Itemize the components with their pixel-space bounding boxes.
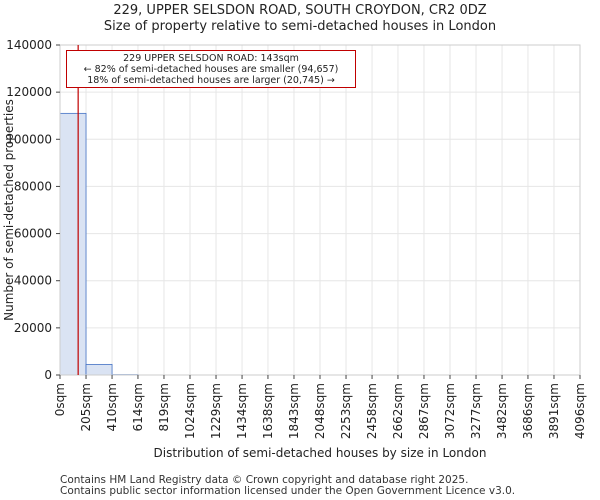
x-tick-label: 205sqm [79,383,93,431]
histogram-bar [59,112,87,376]
x-tick-label: 1024sqm [183,383,197,439]
x-tick-label: 3072sqm [443,383,457,439]
x-tick-label: 3686sqm [521,383,535,439]
y-tick-label: 40000 [14,274,52,288]
x-tick-label: 2662sqm [391,383,405,439]
y-tick-label: 120000 [6,85,52,99]
y-tick-label: 140000 [6,38,52,52]
x-tick-label: 4096sqm [573,383,587,439]
footer-line-1: Contains HM Land Registry data © Crown c… [60,474,469,486]
chart-subtitle: Size of property relative to semi-detach… [103,19,497,34]
y-tick-label: 60000 [14,227,52,241]
x-axis-label: Distribution of semi-detached houses by … [154,446,487,460]
x-tick-label: 1843sqm [287,383,301,439]
annotation-line-2: ← 82% of semi-detached houses are smalle… [83,64,339,75]
footer-line-2: Contains public sector information licen… [60,485,516,497]
y-tick-label: 100000 [6,132,52,146]
x-tick-label: 3891sqm [547,383,561,439]
x-tick-label: 1434sqm [235,383,249,439]
y-tick-label: 80000 [14,179,52,193]
x-tick-label: 2048sqm [313,383,327,439]
y-tick-label: 0 [44,368,52,382]
x-tick-label: 2253sqm [339,383,353,439]
x-tick-label: 410sqm [105,383,119,431]
annotation-line-1: 229 UPPER SELSDON ROAD: 143sqm [123,53,299,64]
x-tick-label: 819sqm [157,383,171,431]
x-tick-label: 2867sqm [417,383,431,439]
x-tick-label: 2458sqm [365,383,379,439]
histogram-bar [85,363,113,376]
annotation-box: 229 UPPER SELSDON ROAD: 143sqm ← 82% of … [66,50,356,88]
x-tick-label: 3277sqm [469,383,483,439]
chart-title: 229, UPPER SELSDON ROAD, SOUTH CROYDON, … [113,3,487,18]
x-tick-label: 3482sqm [495,383,509,439]
y-tick-label: 20000 [14,321,52,335]
y-axis-label: Number of semi-detached properties [2,99,16,321]
x-tick-label: 1638sqm [261,383,275,439]
x-tick-label: 1229sqm [209,383,223,439]
x-tick-label: 614sqm [131,383,145,431]
annotation-line-3: 18% of semi-detached houses are larger (… [87,75,335,86]
x-tick-label: 0sqm [53,383,67,416]
